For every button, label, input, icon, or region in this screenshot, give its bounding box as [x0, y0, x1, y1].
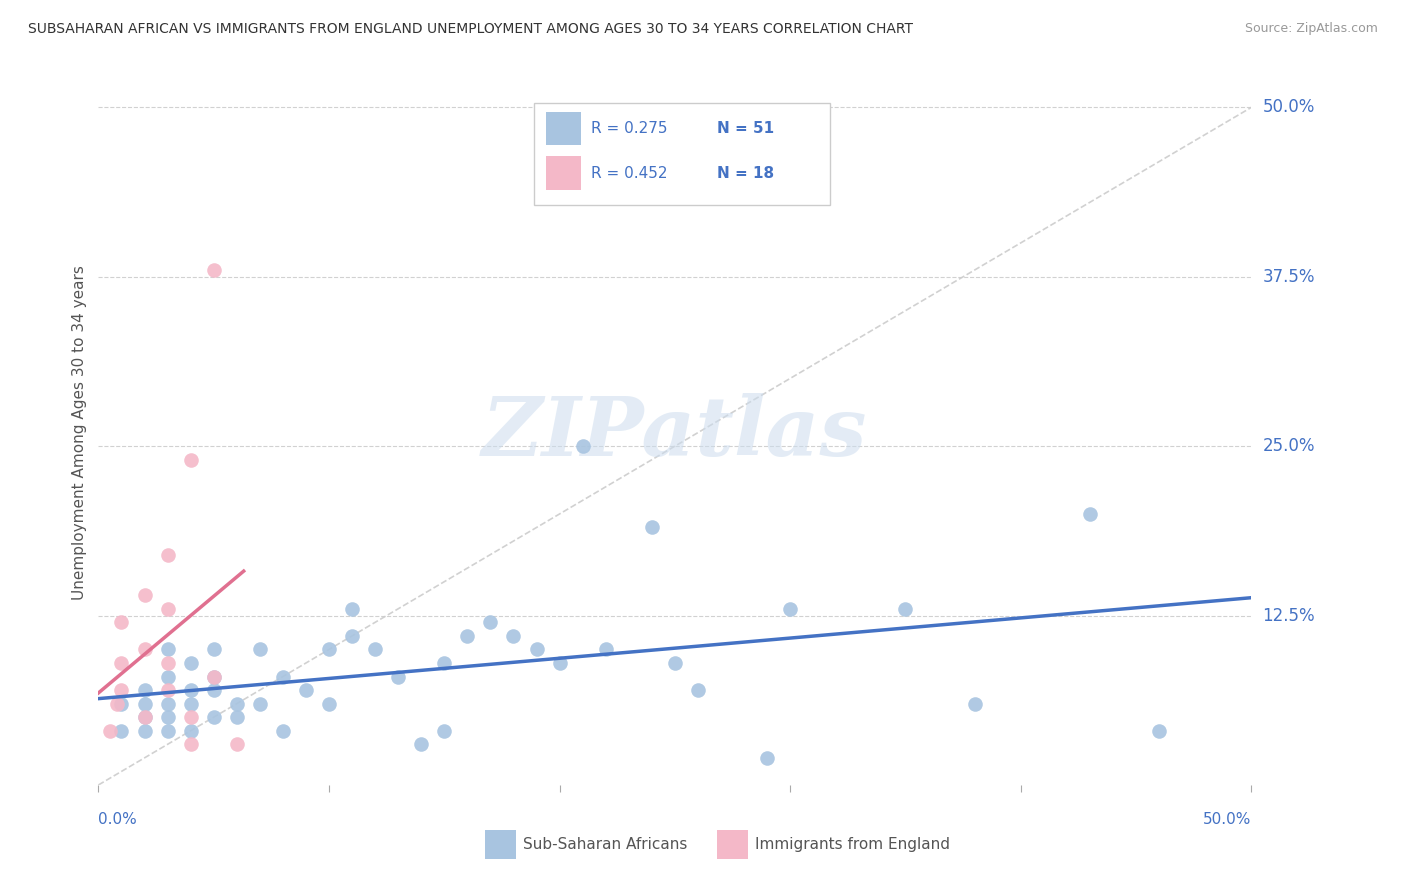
Point [110, 697, 132, 711]
Point [1147, 723, 1170, 738]
Point [156, 601, 179, 615]
Text: Source: ZipAtlas.com: Source: ZipAtlas.com [1244, 22, 1378, 36]
Point [249, 697, 271, 711]
Text: 37.5%: 37.5% [1263, 268, 1315, 285]
Point [571, 439, 593, 453]
Point [180, 656, 202, 670]
Point [641, 520, 664, 534]
Point [180, 723, 202, 738]
Point [202, 669, 225, 683]
Point [156, 548, 179, 562]
Text: Sub-Saharan Africans: Sub-Saharan Africans [523, 838, 688, 852]
Point [225, 710, 247, 724]
Point [756, 751, 779, 765]
Point [1078, 507, 1101, 521]
Point [180, 710, 202, 724]
Point [156, 656, 179, 670]
Point [271, 723, 294, 738]
Point [318, 642, 340, 657]
Point [779, 601, 801, 615]
Text: 12.5%: 12.5% [1263, 607, 1315, 624]
Text: R = 0.452: R = 0.452 [591, 166, 666, 180]
Point [110, 615, 132, 630]
Point [98, 723, 121, 738]
Point [180, 737, 202, 751]
Point [456, 629, 478, 643]
Point [110, 683, 132, 698]
Point [387, 669, 409, 683]
Point [479, 615, 502, 630]
Text: ZIPatlas: ZIPatlas [482, 392, 868, 473]
Point [526, 642, 548, 657]
Point [180, 683, 202, 698]
Point [156, 723, 179, 738]
Point [134, 710, 156, 724]
Text: Immigrants from England: Immigrants from England [755, 838, 950, 852]
Point [340, 629, 363, 643]
Point [894, 601, 917, 615]
Point [110, 656, 132, 670]
Point [202, 263, 225, 277]
Point [156, 642, 179, 657]
Point [686, 683, 709, 698]
Text: 50.0%: 50.0% [1204, 812, 1251, 827]
Text: R = 0.275: R = 0.275 [591, 121, 666, 136]
Point [105, 697, 128, 711]
Point [340, 601, 363, 615]
Point [225, 737, 247, 751]
Point [156, 710, 179, 724]
Point [134, 588, 156, 602]
Point [249, 642, 271, 657]
Point [411, 737, 433, 751]
Point [156, 697, 179, 711]
Point [433, 656, 456, 670]
Text: 0.0%: 0.0% [98, 812, 138, 827]
Point [433, 723, 456, 738]
Point [364, 642, 387, 657]
Point [271, 669, 294, 683]
Point [202, 710, 225, 724]
Point [225, 697, 247, 711]
Text: 25.0%: 25.0% [1263, 437, 1315, 455]
Point [202, 642, 225, 657]
Point [318, 697, 340, 711]
Y-axis label: Unemployment Among Ages 30 to 34 years: Unemployment Among Ages 30 to 34 years [72, 265, 87, 600]
Point [202, 683, 225, 698]
Text: N = 18: N = 18 [717, 166, 775, 180]
Point [202, 669, 225, 683]
Point [963, 697, 986, 711]
Point [134, 683, 156, 698]
Point [134, 697, 156, 711]
Point [134, 710, 156, 724]
Point [295, 683, 318, 698]
Point [595, 642, 617, 657]
Point [110, 723, 132, 738]
Point [180, 452, 202, 467]
Point [156, 683, 179, 698]
Point [156, 669, 179, 683]
Text: 50.0%: 50.0% [1263, 98, 1315, 116]
Text: N = 51: N = 51 [717, 121, 775, 136]
Point [134, 642, 156, 657]
Point [134, 723, 156, 738]
Point [180, 697, 202, 711]
Text: SUBSAHARAN AFRICAN VS IMMIGRANTS FROM ENGLAND UNEMPLOYMENT AMONG AGES 30 TO 34 Y: SUBSAHARAN AFRICAN VS IMMIGRANTS FROM EN… [28, 22, 912, 37]
Point [664, 656, 686, 670]
Point [502, 629, 524, 643]
Point [548, 656, 571, 670]
